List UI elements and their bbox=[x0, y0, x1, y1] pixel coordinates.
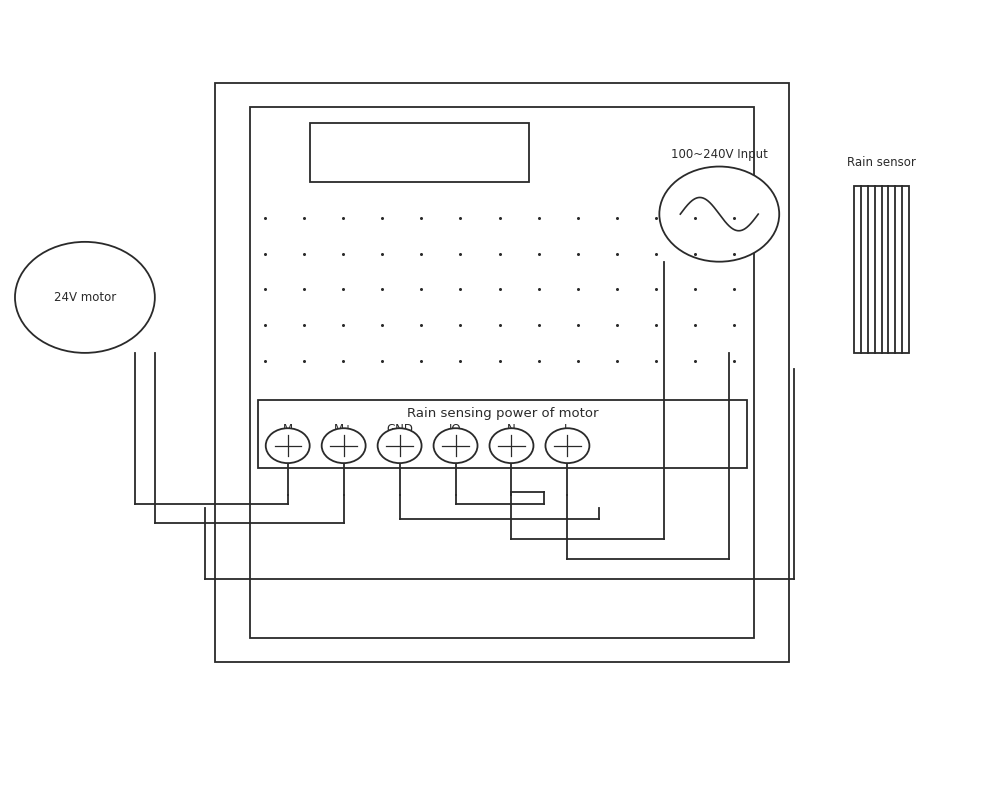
Bar bbox=[215, 83, 789, 662]
Text: Rain sensor: Rain sensor bbox=[847, 156, 916, 169]
Bar bbox=[258, 400, 747, 468]
Text: 24V motor: 24V motor bbox=[54, 291, 116, 304]
Text: N: N bbox=[507, 423, 515, 436]
Text: M+: M+ bbox=[334, 423, 354, 436]
Text: IO: IO bbox=[450, 423, 462, 436]
Circle shape bbox=[659, 167, 779, 262]
Text: L: L bbox=[564, 423, 570, 436]
Circle shape bbox=[545, 428, 589, 463]
Text: M: M bbox=[283, 423, 293, 436]
Text: 100~240V Input: 100~240V Input bbox=[671, 148, 767, 161]
Bar bbox=[310, 123, 529, 182]
Circle shape bbox=[490, 428, 533, 463]
Circle shape bbox=[434, 428, 478, 463]
Circle shape bbox=[266, 428, 310, 463]
Circle shape bbox=[322, 428, 366, 463]
Circle shape bbox=[378, 428, 422, 463]
Circle shape bbox=[15, 242, 155, 353]
Text: GND: GND bbox=[386, 423, 414, 436]
Bar bbox=[854, 186, 909, 353]
Text: Rain sensing power of motor: Rain sensing power of motor bbox=[407, 408, 598, 420]
Bar bbox=[250, 107, 754, 638]
